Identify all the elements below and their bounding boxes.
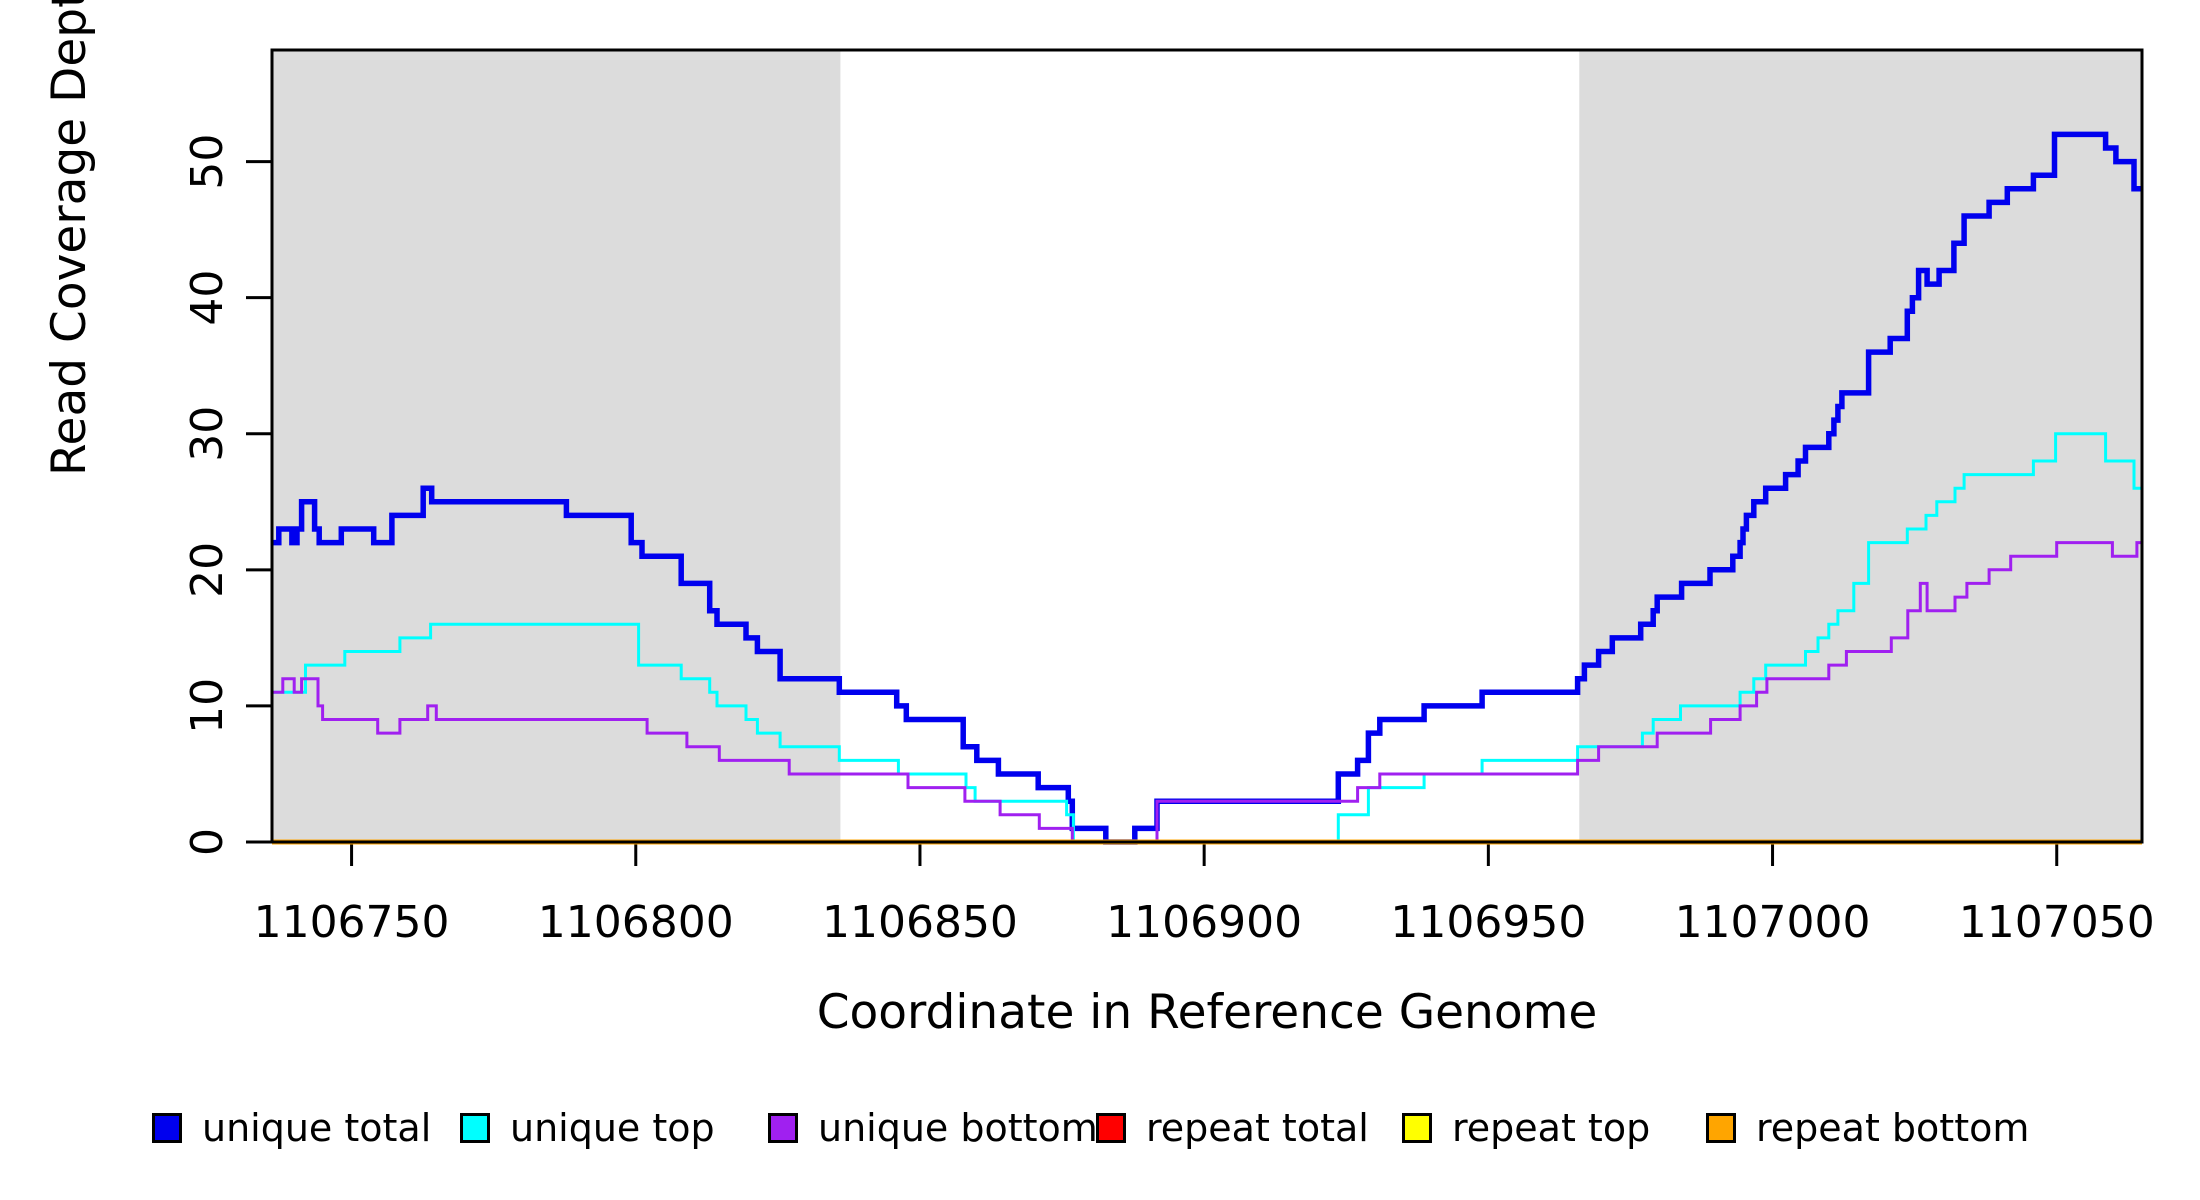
legend-label: unique bottom xyxy=(818,1106,1098,1150)
legend-swatch-unique-top xyxy=(460,1113,490,1143)
chart-legend: unique total unique top unique bottom repea… xyxy=(0,1096,2200,1166)
legend-swatch-repeat-bottom xyxy=(1706,1113,1736,1143)
x-tick-label: 1106950 xyxy=(1390,897,1586,948)
y-tick-label: 20 xyxy=(182,542,233,598)
x-tick-label: 1106800 xyxy=(538,897,734,948)
y-tick-label: 30 xyxy=(182,406,233,462)
legend-swatch-repeat-top xyxy=(1402,1113,1432,1143)
right-gray-region xyxy=(1579,50,2142,842)
x-tick-label: 1107000 xyxy=(1675,897,1871,948)
legend-item-repeat-top: repeat top xyxy=(1402,1096,1650,1160)
y-tick-label: 10 xyxy=(182,678,233,734)
x-tick-label: 1107050 xyxy=(1959,897,2155,948)
series-unique-total xyxy=(272,131,2142,845)
left-gray-region xyxy=(272,50,841,842)
legend-swatch-unique-total xyxy=(152,1113,182,1143)
legend-item-unique-bottom: unique bottom xyxy=(768,1096,1098,1160)
x-tick-label: 1106850 xyxy=(822,897,1018,948)
y-tick-label: 0 xyxy=(182,828,233,856)
series-unique-top xyxy=(272,432,2142,844)
legend-label: unique top xyxy=(510,1106,715,1150)
legend-swatch-unique-bottom xyxy=(768,1113,798,1143)
legend-swatch-repeat-total xyxy=(1096,1113,1126,1143)
series-unique-bottom xyxy=(272,541,2142,844)
y-tick-label: 40 xyxy=(182,270,233,326)
x-tick-label: 1106900 xyxy=(1106,897,1302,948)
legend-item-repeat-total: repeat total xyxy=(1096,1096,1369,1160)
plot-box-border xyxy=(270,48,2144,844)
legend-label: repeat total xyxy=(1146,1106,1369,1150)
y-axis-title: Read Coverage Depth xyxy=(42,0,97,476)
legend-label: unique total xyxy=(202,1106,432,1150)
legend-item-unique-top: unique top xyxy=(460,1096,715,1160)
legend-item-repeat-bottom: repeat bottom xyxy=(1706,1096,2029,1160)
y-tick-label: 50 xyxy=(182,134,233,190)
legend-label: repeat top xyxy=(1452,1106,1651,1150)
legend-label: repeat bottom xyxy=(1756,1106,2030,1150)
x-tick-label: 1106750 xyxy=(254,897,450,948)
legend-item-unique-total: unique total xyxy=(152,1096,431,1160)
x-axis-title: Coordinate in Reference Genome xyxy=(816,985,1598,1040)
